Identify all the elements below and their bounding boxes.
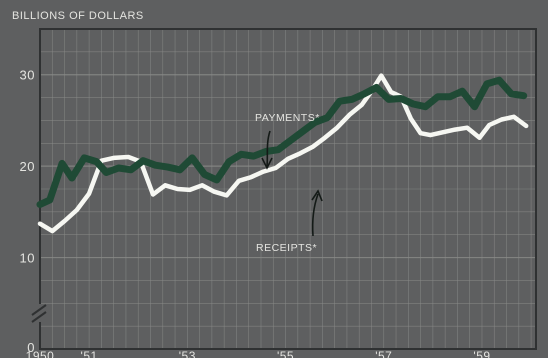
y-axis-label: BILLIONS OF DOLLARS bbox=[12, 10, 144, 22]
payments-annotation-arrowhead bbox=[261, 157, 273, 170]
receipts-annotation-label: RECEIPTS* bbox=[256, 242, 317, 254]
payments-annotation-label: PAYMENTS* bbox=[255, 112, 320, 124]
y-tick-label: 20 bbox=[20, 159, 35, 174]
x-tick-label: '51 bbox=[81, 349, 98, 358]
receipts-annotation-arrow bbox=[311, 193, 319, 237]
tick-labels: 0 10 20 30 1950 '51 '53 '55 '57 '59 bbox=[20, 68, 491, 358]
payments-annotation-arrow bbox=[266, 130, 271, 167]
axis-break-mark bbox=[31, 311, 47, 323]
x-tick-label: '59 bbox=[473, 349, 490, 358]
x-tick-label: '57 bbox=[375, 349, 392, 358]
axis-break-gap bbox=[32, 304, 48, 322]
plot-frame bbox=[39, 28, 537, 350]
y-tick-label: 10 bbox=[20, 251, 35, 266]
x-tick-label: 1950 bbox=[26, 349, 55, 358]
axis-break bbox=[31, 304, 48, 323]
payments-series-line bbox=[36, 76, 528, 208]
receipts-annotation-arrowhead bbox=[311, 189, 323, 202]
grid bbox=[40, 28, 536, 350]
series-layer bbox=[36, 73, 529, 234]
receipts-series-line bbox=[37, 73, 529, 234]
annotations: PAYMENTS* RECEIPTS* bbox=[255, 112, 323, 254]
y-tick-label: 30 bbox=[20, 68, 35, 83]
x-tick-label: '53 bbox=[179, 349, 196, 358]
y-tick-label: 0 bbox=[27, 340, 35, 355]
x-tick-label: '55 bbox=[277, 349, 294, 358]
axis-break-mark bbox=[31, 304, 47, 316]
